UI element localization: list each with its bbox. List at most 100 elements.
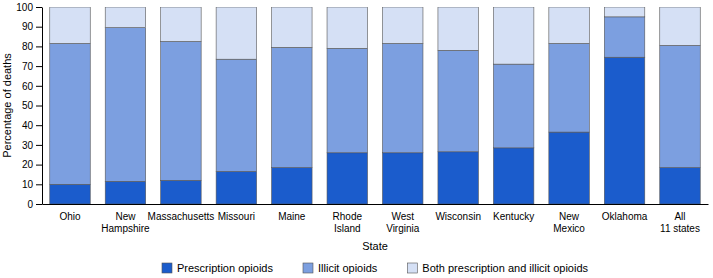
bar bbox=[604, 17, 644, 57]
y-tick-label: 40 bbox=[22, 120, 34, 131]
bar bbox=[438, 50, 478, 151]
x-tick-label: Ohio bbox=[59, 211, 81, 222]
bar bbox=[660, 168, 700, 204]
bar bbox=[382, 7, 422, 43]
bar bbox=[549, 132, 589, 204]
x-tick-label: Kentucky bbox=[493, 211, 534, 222]
bar bbox=[216, 59, 256, 171]
x-tick: Massachusetts bbox=[148, 204, 215, 222]
y-tick: 30 bbox=[22, 140, 42, 151]
y-tick-mark bbox=[36, 7, 42, 8]
bar bbox=[438, 7, 478, 50]
x-tick: Oklahoma bbox=[602, 204, 648, 222]
y-tick-mark bbox=[36, 46, 42, 47]
bar bbox=[493, 64, 533, 148]
y-tick: 0 bbox=[27, 199, 42, 210]
bar bbox=[216, 7, 256, 59]
bar bbox=[272, 47, 312, 167]
y-tick: 80 bbox=[22, 41, 42, 52]
y-tick-label: 80 bbox=[22, 41, 34, 52]
bar bbox=[382, 153, 422, 204]
bar bbox=[438, 152, 478, 204]
x-axis-title: State bbox=[362, 240, 388, 252]
bar bbox=[105, 7, 145, 28]
bar bbox=[105, 181, 145, 204]
chart: 0102030405060708090100OhioNewHampshireMa… bbox=[0, 0, 713, 278]
bar bbox=[493, 148, 533, 204]
y-tick-label: 50 bbox=[22, 100, 34, 111]
x-tick: Ohio bbox=[59, 204, 81, 222]
bar bbox=[327, 153, 367, 204]
legend-label: Illicit opioids bbox=[318, 262, 378, 274]
y-tick-mark bbox=[36, 184, 42, 185]
y-tick: 60 bbox=[22, 81, 42, 92]
bar bbox=[50, 184, 90, 204]
x-tick: RhodeIsland bbox=[333, 204, 363, 234]
bar bbox=[493, 7, 533, 64]
bar bbox=[604, 57, 644, 204]
bar bbox=[660, 45, 700, 167]
legend: Prescription opioids Illicit opioids Both … bbox=[162, 262, 589, 274]
bar bbox=[50, 43, 90, 184]
legend-swatch bbox=[303, 263, 313, 273]
y-tick: 90 bbox=[22, 21, 42, 32]
bar bbox=[327, 48, 367, 152]
x-tick: Missouri bbox=[218, 204, 255, 222]
x-tick: Maine bbox=[278, 204, 306, 222]
x-axis-line bbox=[43, 204, 709, 205]
y-axis-line bbox=[42, 8, 43, 205]
x-tick-label: All11 states bbox=[660, 211, 700, 234]
y-tick-mark bbox=[36, 106, 42, 107]
y-tick-label: 0 bbox=[27, 199, 33, 210]
y-tick-label: 70 bbox=[22, 61, 34, 72]
bar bbox=[549, 43, 589, 132]
bar bbox=[549, 7, 589, 43]
bars bbox=[50, 7, 700, 204]
x-axis: Ohio NewHampshireMassachusettsMissouri Mai… bbox=[43, 204, 709, 234]
legend-label: Both prescription and illicit opioids bbox=[422, 262, 588, 274]
x-tick-label: Oklahoma bbox=[602, 211, 648, 222]
y-tick-mark bbox=[36, 27, 42, 28]
legend-item: Both prescription and illicit opioids bbox=[407, 262, 588, 274]
y-tick: 20 bbox=[22, 159, 42, 170]
x-tick: NewHampshire bbox=[101, 204, 150, 234]
legend-label: Prescription opioids bbox=[177, 262, 273, 274]
plot: 0102030405060708090100OhioNewHampshireMa… bbox=[16, 2, 708, 234]
y-tick-mark bbox=[36, 145, 42, 146]
bar bbox=[660, 7, 700, 45]
bar bbox=[161, 41, 201, 180]
y-tick: 10 bbox=[22, 179, 42, 190]
x-tick-label: Wisconsin bbox=[435, 211, 481, 222]
x-tick-label: Missouri bbox=[218, 211, 255, 222]
y-axis: 0 10 20 30 40 50 60 70 80 90 100 bbox=[16, 2, 42, 210]
y-tick-label: 60 bbox=[22, 81, 34, 92]
legend-swatch bbox=[407, 263, 417, 273]
x-tick: NewMexico bbox=[553, 204, 585, 234]
legend-item: Prescription opioids bbox=[162, 262, 273, 274]
y-tick-label: 100 bbox=[16, 2, 33, 13]
bar bbox=[382, 43, 422, 152]
y-tick: 70 bbox=[22, 61, 42, 72]
bar bbox=[161, 7, 201, 41]
x-tick: WestVirginia bbox=[386, 204, 420, 234]
x-tick: Kentucky bbox=[493, 204, 534, 222]
legend-swatch bbox=[162, 263, 172, 273]
y-tick-mark bbox=[36, 66, 42, 67]
x-tick: Wisconsin bbox=[435, 204, 481, 222]
legend-item: Illicit opioids bbox=[303, 262, 378, 274]
y-tick: 100 bbox=[16, 2, 42, 13]
y-tick-label: 20 bbox=[22, 159, 34, 170]
bar bbox=[272, 168, 312, 204]
x-tick-label: WestVirginia bbox=[386, 211, 420, 234]
x-tick-label: NewMexico bbox=[553, 211, 585, 234]
x-tick-label: Maine bbox=[278, 211, 306, 222]
y-tick-label: 30 bbox=[22, 140, 34, 151]
y-tick-mark bbox=[36, 125, 42, 126]
y-tick-label: 10 bbox=[22, 179, 34, 190]
y-tick-mark bbox=[36, 165, 42, 166]
bar bbox=[216, 171, 256, 204]
y-tick-mark bbox=[36, 86, 42, 87]
x-tick: All11 states bbox=[660, 204, 700, 234]
bar bbox=[604, 7, 644, 17]
y-tick-mark bbox=[36, 204, 42, 205]
